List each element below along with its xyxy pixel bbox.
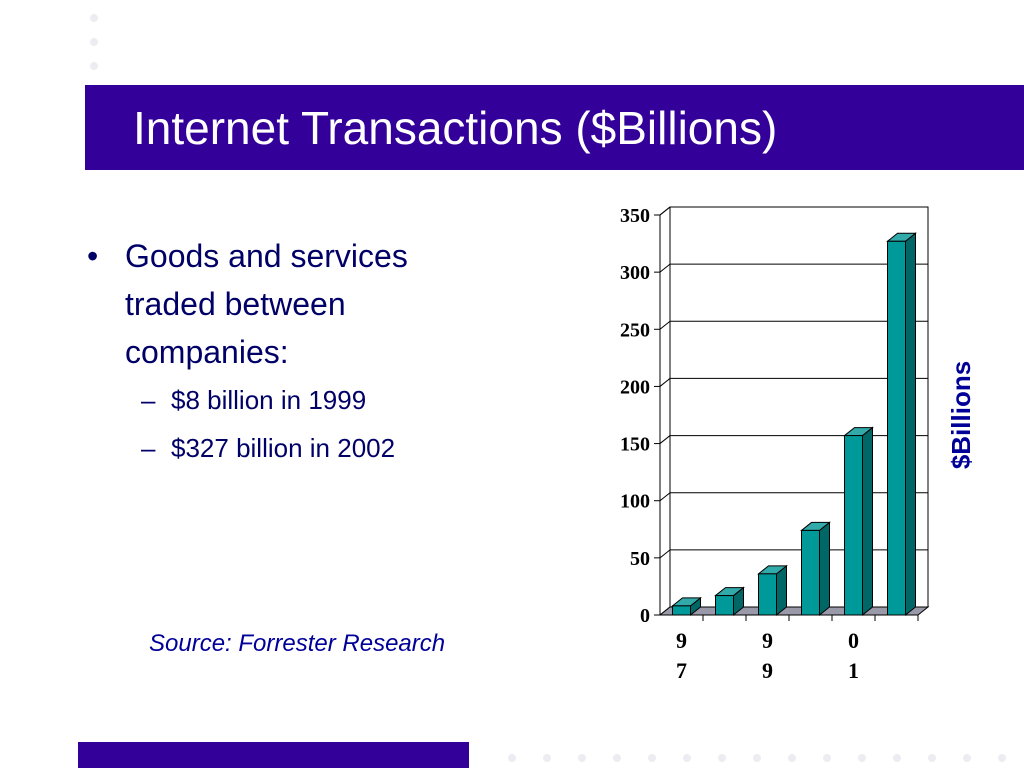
source-note: Source: Forrester Research — [149, 630, 446, 657]
decorative-dot — [543, 754, 551, 762]
decorative-dot — [788, 754, 796, 762]
dash-icon: – — [141, 385, 156, 415]
bar-side — [905, 232, 916, 617]
y-tick-label: 0 — [640, 605, 650, 627]
bar — [844, 435, 863, 616]
bar — [801, 529, 820, 616]
y-tick-label: 100 — [620, 491, 650, 513]
decorative-dot — [858, 754, 866, 762]
gridline-depth — [659, 492, 671, 502]
bar — [758, 573, 777, 616]
bullet-item: • Goods and services traded between comp… — [85, 232, 505, 376]
y-tick-label: 200 — [620, 376, 650, 398]
decorative-dot — [823, 754, 831, 762]
decorative-dot — [648, 754, 656, 762]
decorative-dot — [613, 754, 621, 762]
y-tick-label: 350 — [620, 205, 650, 227]
y-axis-depth — [659, 206, 671, 216]
decorative-dot — [893, 754, 901, 762]
x-tick-label: 7 — [676, 658, 687, 683]
decorative-dot — [508, 754, 516, 762]
y-tick-label: 300 — [620, 262, 650, 284]
decorative-dot — [963, 754, 971, 762]
gridline-depth — [659, 320, 671, 330]
dash-icon: – — [141, 433, 156, 463]
decorative-dot — [578, 754, 586, 762]
bullet-text: Goods and services traded between compan… — [125, 238, 408, 370]
bar — [887, 240, 906, 616]
bottom-accent-bar — [78, 742, 469, 768]
decorative-dot — [718, 754, 726, 762]
sub-bullet-text: $327 billion in 2002 — [171, 433, 396, 463]
decorative-dot — [753, 754, 761, 762]
sub-bullet-text: $8 billion in 1999 — [171, 385, 367, 415]
decorative-dots-bottom — [500, 752, 1020, 764]
x-tick-label: 1 — [848, 658, 859, 683]
decorative-dot — [683, 754, 691, 762]
gridline-depth — [659, 549, 671, 559]
y-axis-title: $Billions — [946, 361, 976, 469]
x-tick-label: 9 — [762, 628, 773, 653]
bullet-dot-icon: • — [87, 238, 99, 274]
gridline-depth — [659, 435, 671, 444]
x-tick-label: 9 — [676, 628, 687, 653]
slide-title: Internet Transactions ($Billions) — [133, 102, 778, 154]
decorative-dot — [998, 754, 1006, 762]
bar-side — [862, 426, 873, 617]
decorative-dots-top — [88, 10, 100, 80]
y-tick-label: 50 — [630, 548, 650, 570]
sub-bullet-item: – $327 billion in 2002 — [85, 424, 505, 472]
y-tick-label: 150 — [620, 434, 650, 456]
sub-bullet-item: – $8 billion in 1999 — [85, 376, 505, 424]
decorative-dot — [928, 754, 936, 762]
bar — [715, 595, 734, 616]
bar-side — [819, 521, 830, 617]
bullet-list: • Goods and services traded between comp… — [85, 232, 505, 472]
title-bar: Internet Transactions ($Billions) — [85, 85, 1024, 170]
x-tick-label: 0 — [848, 628, 859, 653]
y-tick-label: 250 — [620, 319, 650, 341]
bar — [672, 605, 691, 616]
gridline-depth — [659, 378, 671, 387]
gridline-depth — [659, 263, 671, 273]
x-tick-label: 9 — [762, 658, 773, 683]
